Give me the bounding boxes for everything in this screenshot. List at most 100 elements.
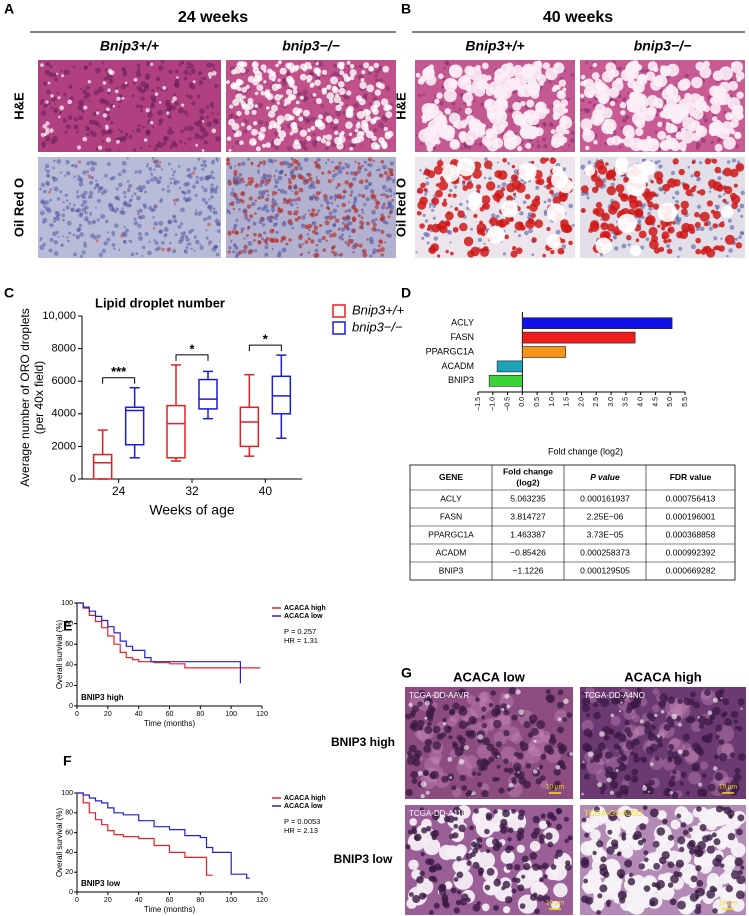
micrograph-feature <box>176 76 179 79</box>
micrograph-feature <box>281 237 285 241</box>
micrograph-feature <box>555 64 559 68</box>
micrograph-feature <box>346 216 350 220</box>
micrograph-feature <box>716 184 724 192</box>
micrograph-feature <box>483 243 485 245</box>
chart-title: Lipid droplet number <box>95 295 225 310</box>
micrograph-feature <box>254 212 257 215</box>
micrograph-feature <box>664 192 666 194</box>
micrograph-feature <box>382 185 387 190</box>
micrograph-feature <box>540 157 547 164</box>
x-tick-label: 20 <box>104 897 112 904</box>
micrograph-feature <box>653 688 660 695</box>
micrograph-feature <box>293 185 297 189</box>
bar <box>522 347 565 358</box>
micrograph-feature <box>151 174 153 176</box>
micrograph-feature <box>683 698 691 706</box>
panel-letter: C <box>4 285 14 301</box>
micrograph-feature <box>505 896 512 903</box>
micrograph-feature <box>155 92 159 96</box>
micrograph-feature <box>270 220 272 222</box>
micrograph-feature <box>553 100 561 108</box>
micrograph-feature <box>235 219 238 222</box>
micrograph-feature <box>153 221 158 226</box>
micrograph-feature <box>270 215 273 218</box>
micrograph-feature <box>361 216 364 219</box>
micrograph-feature <box>706 248 715 257</box>
micrograph-feature <box>675 191 680 196</box>
x-tick-label: 3.0 <box>608 397 615 407</box>
micrograph-feature <box>571 73 574 76</box>
annotation: P = 0.257 <box>284 627 316 636</box>
box <box>272 376 290 413</box>
micrograph-feature <box>639 231 647 239</box>
micrograph-feature <box>278 79 281 82</box>
micrograph <box>38 157 221 258</box>
micrograph-feature <box>385 132 392 139</box>
micrograph-feature <box>191 171 195 175</box>
micrograph-feature <box>54 240 58 244</box>
micrograph-feature <box>248 241 253 246</box>
legend-label: ACACA low <box>284 613 323 620</box>
micrograph-feature <box>214 190 218 194</box>
micrograph-feature <box>383 105 390 112</box>
micrograph-feature <box>391 173 394 176</box>
micrograph-feature <box>172 96 177 101</box>
micrograph-feature <box>159 101 162 104</box>
micrograph-feature <box>414 834 422 842</box>
micrograph-feature <box>309 196 314 201</box>
micrograph-feature <box>333 119 338 124</box>
micrograph-feature <box>156 77 161 82</box>
micrograph-feature <box>728 833 735 840</box>
micrograph-feature <box>105 220 108 223</box>
micrograph-feature <box>307 173 311 177</box>
micrograph-feature <box>137 224 141 228</box>
table-cell: −1.1226 <box>513 565 544 575</box>
micrograph-feature <box>97 109 99 111</box>
micrograph-feature <box>530 852 538 860</box>
micrograph-feature <box>695 865 701 871</box>
micrograph-feature <box>460 137 465 142</box>
micrograph-feature <box>54 78 58 82</box>
micrograph-feature <box>299 188 304 193</box>
scale-bar-label: 10 μm <box>719 900 737 907</box>
micrograph-feature <box>431 209 434 212</box>
micrograph-feature <box>92 220 96 224</box>
micrograph-feature <box>585 61 588 64</box>
micrograph-feature <box>430 245 435 250</box>
micrograph-feature <box>629 873 633 877</box>
column-heading: Bnip3+/+ <box>465 38 524 54</box>
micrograph-feature <box>326 240 328 242</box>
bar <box>522 332 635 343</box>
micrograph-feature <box>481 195 490 204</box>
micrograph-feature <box>241 161 245 165</box>
micrograph-feature <box>620 762 625 767</box>
micrograph-feature <box>345 210 348 213</box>
micrograph-feature <box>355 65 357 67</box>
subgroup-label: BNIP3 low <box>81 879 121 888</box>
micrograph-feature <box>39 188 42 191</box>
micrograph-feature <box>314 161 318 165</box>
micrograph-feature <box>121 84 127 90</box>
micrograph-feature <box>662 231 670 239</box>
micrograph-feature <box>482 723 487 728</box>
x-tick-label: 100 <box>225 711 237 718</box>
micrograph-feature <box>245 184 248 187</box>
micrograph-feature <box>725 235 735 245</box>
micrograph-feature <box>188 138 191 141</box>
significance-label: * <box>189 341 195 356</box>
micrograph-feature <box>486 75 491 80</box>
micrograph-feature <box>266 106 270 110</box>
x-tick-label: 3.5 <box>623 397 630 407</box>
micrograph-feature <box>339 65 344 70</box>
micrograph-feature <box>668 239 672 243</box>
micrograph-feature <box>184 127 188 131</box>
micrograph-feature <box>362 249 366 253</box>
micrograph-feature <box>465 108 472 115</box>
micrograph-feature <box>418 78 425 85</box>
micrograph-feature <box>253 233 257 237</box>
micrograph-feature <box>58 96 61 99</box>
y-axis-label: (per 40x field) <box>32 361 46 434</box>
micrograph-feature <box>106 137 111 142</box>
table-border <box>410 465 735 580</box>
micrograph-feature <box>174 203 176 205</box>
